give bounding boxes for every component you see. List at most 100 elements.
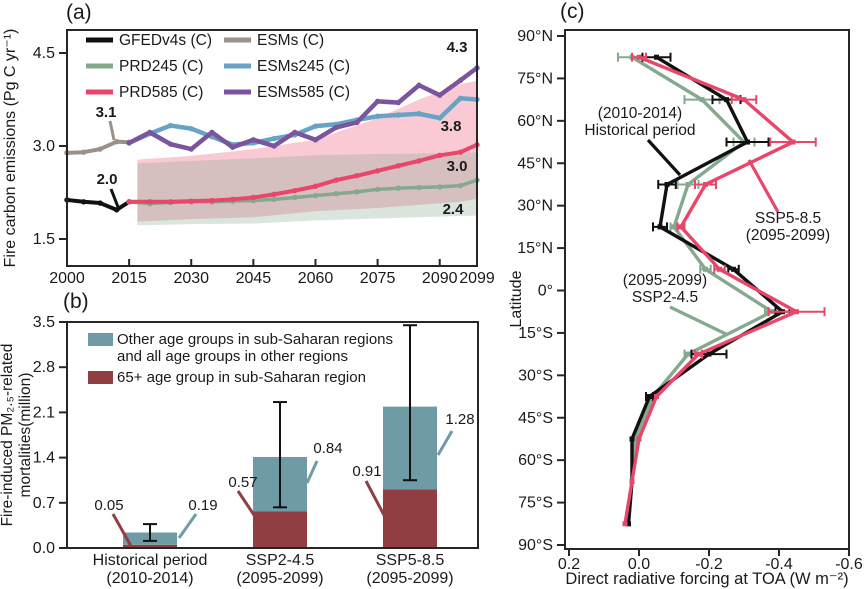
series-marker-esms585 bbox=[229, 144, 236, 150]
series-marker-esms245 bbox=[395, 112, 402, 118]
x-tick-label: 2045 bbox=[236, 270, 272, 287]
panel-c-plot: 90°N 75°N 60°N 45°N 30°N 15°N 0° 15°S 30°S 45°S 60… bbox=[517, 28, 863, 573]
series-marker-prd245 bbox=[374, 186, 381, 193]
panel-b-ylabel-line1: Fire-induced PM₂.₅-related bbox=[0, 344, 16, 527]
series-marker-prd245 bbox=[333, 191, 339, 197]
series-marker-prd585 bbox=[437, 152, 443, 158]
y-tick-label: 2.1 bbox=[33, 404, 55, 421]
legend-label: PRD245 (C) bbox=[119, 58, 203, 75]
y-tick-label: 30°N bbox=[517, 198, 553, 215]
y-tick-label: 15°S bbox=[518, 325, 553, 342]
series-marker-prd585 bbox=[126, 199, 132, 205]
legend-label: PRD585 (C) bbox=[119, 84, 203, 101]
x-tick-label: 2099 bbox=[459, 270, 495, 287]
series-line-esms bbox=[65, 139, 132, 155]
series-marker-prd585 bbox=[395, 163, 402, 169]
ssp245-annotation-text: SSP2-4.5 bbox=[632, 289, 698, 306]
series-marker-ssp585 bbox=[636, 436, 642, 442]
leader-line bbox=[364, 480, 387, 518]
series-marker-prd585 bbox=[457, 149, 464, 155]
historical-annotation-text: (2010-2014) bbox=[598, 105, 682, 122]
y-tick-label: 4.5 bbox=[33, 45, 55, 62]
series-marker-ssp585 bbox=[654, 394, 659, 400]
value-label: 0.19 bbox=[188, 497, 217, 514]
category-label-line1: Historical period bbox=[93, 552, 208, 569]
series-marker-ssp245 bbox=[699, 97, 705, 103]
series-marker-ssp585 bbox=[790, 139, 796, 145]
bar-65plus-1 bbox=[253, 511, 307, 548]
y-tick-label: 75°S bbox=[518, 495, 553, 512]
series-marker-esms bbox=[113, 138, 120, 145]
series-marker-esms245 bbox=[167, 122, 174, 129]
y-tick-label: 90°S bbox=[518, 537, 553, 554]
y-tick-label: 0° bbox=[538, 283, 553, 300]
series-marker-esms585 bbox=[395, 99, 402, 106]
series-marker-prd585 bbox=[209, 197, 215, 204]
series-marker-prd585 bbox=[333, 177, 339, 183]
panel-a-frame bbox=[66, 29, 478, 267]
panel-a-label: (a) bbox=[66, 1, 92, 24]
x-tick-label: 2090 bbox=[422, 270, 458, 287]
value-label: 0.57 bbox=[228, 474, 257, 491]
series-marker-ssp585 bbox=[703, 181, 708, 187]
series-marker-historical bbox=[664, 181, 670, 187]
series-marker-historical bbox=[629, 436, 635, 442]
panel-a-ylabel: Fire carbon emissions (Pg C yr⁻¹) bbox=[2, 29, 19, 268]
value-label: 0.84 bbox=[313, 440, 342, 457]
y-tick-label: 45°N bbox=[517, 155, 553, 172]
series-marker-prd585 bbox=[312, 183, 319, 189]
series-marker-esms585 bbox=[416, 82, 422, 88]
series-marker-esms585 bbox=[437, 92, 443, 98]
series-marker-historical bbox=[724, 97, 729, 103]
legend-label: and all age groups in other regions bbox=[117, 348, 348, 365]
series-line-esms245 bbox=[126, 96, 480, 148]
series-marker-esms585 bbox=[126, 140, 132, 146]
annotation-pointer bbox=[109, 188, 120, 208]
series-marker-historical bbox=[654, 54, 659, 60]
series-marker-historical bbox=[626, 521, 631, 527]
series-marker-esms245 bbox=[312, 123, 319, 129]
x-tick-label: 2030 bbox=[173, 270, 209, 287]
series-marker-prd585 bbox=[354, 173, 360, 179]
panel-b-frame bbox=[66, 321, 479, 549]
series-line-ssp585 bbox=[623, 55, 799, 526]
series-marker-prd585 bbox=[250, 194, 257, 201]
y-tick-label: 1.4 bbox=[33, 450, 55, 467]
leader-line bbox=[111, 513, 133, 547]
series-marker-prd585 bbox=[229, 196, 236, 203]
y-tick-label: 30°S bbox=[518, 367, 553, 384]
series-marker-esms585 bbox=[188, 146, 194, 152]
legend-label: Other age groups in sub-Saharan regions bbox=[117, 331, 393, 348]
legend-label: ESMs245 (C) bbox=[257, 58, 350, 75]
series-marker-ssp245 bbox=[685, 181, 691, 187]
panel-b-plot: Historical period(2010-2014)SSP2-4.5(209… bbox=[33, 314, 479, 587]
category-label-line2: (2095-2099) bbox=[366, 570, 453, 587]
x-tick-label: -0.2 bbox=[695, 556, 723, 573]
ssp585-annotation-text: SSP5-8.5 bbox=[755, 210, 821, 227]
value-label: 3.8 bbox=[441, 118, 462, 135]
series-marker-esms585 bbox=[167, 141, 174, 147]
value-label: 2.0 bbox=[97, 171, 118, 188]
x-tick-label: 2075 bbox=[360, 270, 396, 287]
series-marker-prd585 bbox=[188, 198, 194, 204]
series-marker-esms585 bbox=[312, 137, 319, 143]
series-marker-ssp245 bbox=[685, 351, 691, 357]
legend-swatch-5 bbox=[224, 89, 251, 95]
legend-swatch-0 bbox=[86, 37, 113, 43]
series-marker-prd245 bbox=[312, 192, 319, 199]
series-marker-esms245 bbox=[188, 125, 194, 132]
series-marker-prd245 bbox=[354, 189, 360, 195]
legend-swatch-b-1 bbox=[88, 371, 113, 384]
leader-line bbox=[305, 460, 319, 484]
series-marker-esms245 bbox=[271, 135, 277, 142]
series-marker-esms585 bbox=[209, 129, 215, 136]
series-marker-esms585 bbox=[333, 124, 339, 131]
series-marker-esms585 bbox=[292, 129, 298, 136]
category-label-line1: SSP5-8.5 bbox=[376, 552, 445, 569]
series-line-ssp245 bbox=[626, 55, 774, 526]
x-tick-label: 2000 bbox=[49, 270, 85, 287]
series-marker-esms bbox=[80, 149, 87, 155]
leader-line bbox=[177, 513, 198, 539]
leader-line bbox=[236, 490, 256, 516]
value-label: 3.1 bbox=[96, 104, 117, 121]
